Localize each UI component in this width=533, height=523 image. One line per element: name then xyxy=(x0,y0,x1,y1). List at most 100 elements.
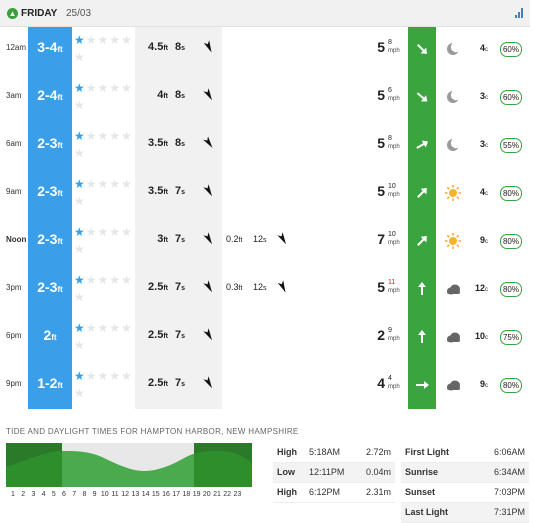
rating-stars: ★★★★★ xyxy=(74,370,133,382)
rating-stars: ★★★★★ xyxy=(74,226,133,238)
wind-gust: 8 mph xyxy=(388,135,400,150)
forecast-row[interactable]: 9pm 1-2ft ★★★★★ ★ 2.5ft 7s 4 4 mph 9c 80% xyxy=(0,363,533,411)
rating-star-icon: ★ xyxy=(121,273,133,287)
rating-star-icon: ★ xyxy=(109,33,122,47)
tide-hour-tick: 11 xyxy=(111,491,119,498)
temperature: 3c xyxy=(479,139,488,149)
wind-speed: 5 xyxy=(377,87,385,103)
tide-title: TIDE AND DAYLIGHT TIMES FOR HAMPTON HARB… xyxy=(6,427,299,436)
rating-star-icon: ★ xyxy=(109,369,122,383)
wind-arrow-icon xyxy=(417,188,427,198)
tide-times-table: High 5:18AM 2.72m Low 12:11PM 0.04m High 6:12PM… xyxy=(273,443,395,503)
rating-star-icon: ★ xyxy=(97,33,110,47)
secondary-swell-period: 12s xyxy=(253,282,267,292)
moon-icon xyxy=(447,41,462,55)
tide-row: High 5:18AM 2.72m xyxy=(273,443,395,463)
wind-speed: 7 xyxy=(377,231,385,247)
secondary-swell-period: 12s xyxy=(253,234,267,244)
rating-stars: ★★★★★ xyxy=(74,34,133,46)
forecast-row[interactable]: 3pm 2-3ft ★★★★★ ★ 2.5ft 7s 0.3ft 12s 5 11 mph 12c 80… xyxy=(0,267,533,315)
primary-swell-period: 8s xyxy=(175,137,186,149)
surf-height: 2ft xyxy=(43,327,57,343)
rating-star-icon: ★ xyxy=(109,225,122,239)
humidity-badge: 75% xyxy=(500,330,522,345)
daylight-row: Sunrise 6:34AM xyxy=(401,463,529,483)
collapse-icon[interactable]: ▲ xyxy=(7,8,18,19)
weather-condition xyxy=(444,328,462,346)
rating-star-faded-icon: ★ xyxy=(74,386,85,400)
cloud-icon xyxy=(447,380,460,391)
tide-hour-tick: 4 xyxy=(41,491,46,498)
daylight-time: 6:34AM xyxy=(493,467,525,477)
tide-hour-tick: 16 xyxy=(162,491,170,498)
rating-star-icon: ★ xyxy=(85,177,98,191)
rating-star-icon: ★ xyxy=(97,81,110,95)
tide-curve-night-right xyxy=(194,451,252,487)
sun-icon xyxy=(445,233,461,249)
wind-direction-column xyxy=(408,27,436,409)
swell-arrow-icon xyxy=(203,40,212,53)
rating-star-icon: ★ xyxy=(85,225,98,239)
primary-swell-period: 7s xyxy=(175,281,186,293)
tide-hour-tick: 23 xyxy=(233,491,242,498)
rating-star-icon: ★ xyxy=(109,273,122,287)
forecast-row[interactable]: 6am 2-3ft ★★★★★ ★ 3.5ft 8s 5 8 mph 3c 55% xyxy=(0,123,533,171)
row-time: 12am xyxy=(6,43,27,52)
daylight-label: Sunrise xyxy=(405,467,439,477)
rating-stars: ★★★★★ xyxy=(74,274,133,286)
rating-star-icon: ★ xyxy=(74,369,86,383)
primary-swell-direction xyxy=(202,280,216,294)
forecast-row[interactable]: 12am 3-4ft ★★★★★ ★ 4.5ft 8s 5 8 mph 4c 60% xyxy=(0,27,533,75)
daylight-label: Sunset xyxy=(405,487,436,497)
temperature: 12c xyxy=(474,283,488,293)
tide-height: 2.72m xyxy=(365,447,391,457)
wind-arrow-icon xyxy=(416,92,428,102)
swell-arrow-icon xyxy=(277,232,286,245)
tide-type: High xyxy=(277,487,297,497)
swell-arrow-icon xyxy=(203,232,212,245)
wind-gust: 10 mph xyxy=(388,231,400,246)
day-name: FRIDAY xyxy=(21,8,58,19)
temperature: 9c xyxy=(479,379,488,389)
tide-hour-tick: 20 xyxy=(202,491,211,498)
wind-speed: 5 xyxy=(377,183,385,199)
primary-swell-height: 2.5ft xyxy=(148,377,168,389)
primary-swell-direction xyxy=(202,88,216,102)
tide-time: 6:12PM xyxy=(309,487,341,497)
tide-time: 12:11PM xyxy=(309,467,345,477)
swell-arrow-icon xyxy=(203,184,212,197)
tide-type: High xyxy=(277,447,297,457)
wind-gust: 11 mph xyxy=(388,279,400,294)
forecast-row[interactable]: 3am 2-4ft ★★★★★ ★ 4ft 8s 5 6 mph 3c 60% xyxy=(0,75,533,123)
tide-hour-tick: 12 xyxy=(121,491,130,498)
forecast-row[interactable]: 6pm 2ft ★★★★★ ★ 2.5ft 7s 2 9 mph 10c 75% xyxy=(0,315,533,363)
rating-star-icon: ★ xyxy=(74,81,86,95)
day-header[interactable]: ▲ FRIDAY 25/03 xyxy=(0,0,530,27)
moon-icon xyxy=(447,137,462,151)
swell-arrow-icon xyxy=(277,280,286,293)
primary-swell-height: 3.5ft xyxy=(148,185,168,197)
wind-direction xyxy=(414,89,430,105)
swell-arrow-icon xyxy=(203,280,212,293)
wind-arrow-icon xyxy=(418,330,426,343)
daylight-time: 6:06AM xyxy=(493,447,525,457)
tide-hour-tick: 10 xyxy=(100,491,109,498)
wind-gust: 6 mph xyxy=(388,87,400,102)
weather-condition xyxy=(444,40,462,58)
tide-hour-tick: 14 xyxy=(141,491,150,498)
wind-direction xyxy=(414,281,430,297)
humidity-badge: 60% xyxy=(500,90,522,105)
row-time: 9pm xyxy=(6,379,22,388)
forecast-row[interactable]: Noon 2-3ft ★★★★★ ★ 3ft 7s 0.2ft 12s 7 10 mph 9c 80% xyxy=(0,219,533,267)
wind-direction xyxy=(414,377,430,393)
rating-star-faded-icon: ★ xyxy=(74,242,85,256)
wind-direction xyxy=(414,185,430,201)
rating-star-faded-icon: ★ xyxy=(74,290,85,304)
rating-star-faded-icon: ★ xyxy=(74,50,85,64)
wind-direction xyxy=(414,329,430,345)
forecast-row[interactable]: 9am 2-3ft ★★★★★ ★ 3.5ft 7s 5 10 mph 4c 80% xyxy=(0,171,533,219)
primary-swell-height: 3ft xyxy=(157,233,168,245)
tide-hour-tick: 7 xyxy=(72,491,77,498)
tide-hour-tick: 6 xyxy=(62,491,66,498)
tide-type: Low xyxy=(277,467,295,477)
